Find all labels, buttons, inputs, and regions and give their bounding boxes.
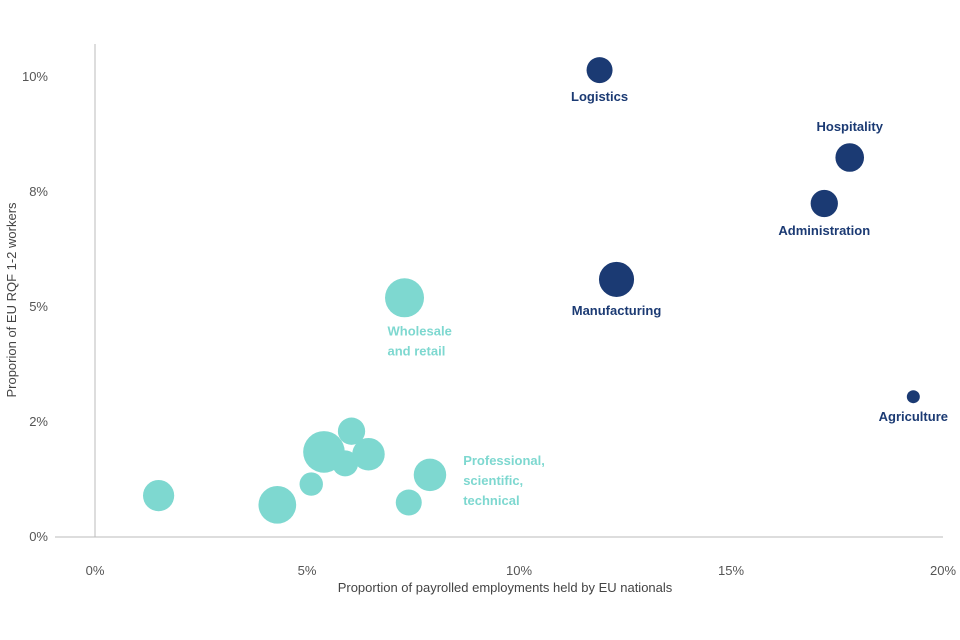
- label-administration: Administration: [778, 223, 870, 238]
- x-axis-title: Proportion of payrolled employments held…: [338, 580, 673, 595]
- bubble-sector-b: [258, 485, 297, 524]
- label-professional-scientific-technical: technical: [463, 493, 519, 508]
- x-tick-label: 15%: [718, 563, 744, 578]
- bubble-agriculture: [906, 390, 920, 404]
- y-tick-label: 2%: [29, 414, 48, 429]
- y-tick-label: 10%: [22, 69, 48, 84]
- bubble-administration: [810, 189, 838, 218]
- bubble-manufacturing: [598, 261, 635, 297]
- y-tick-label: 5%: [29, 299, 48, 314]
- y-axis-title: Proporion of EU RQF 1-2 workers: [4, 202, 19, 398]
- label-wholesale-and-retail: Wholesale: [388, 323, 452, 338]
- label-hospitality: Hospitality: [816, 119, 883, 134]
- bubble-logistics: [586, 57, 613, 84]
- label-wholesale-and-retail: and retail: [388, 343, 446, 358]
- x-tick-label: 20%: [930, 563, 956, 578]
- x-tick-label: 5%: [298, 563, 317, 578]
- bubble-professional-scientific-technical: [413, 458, 447, 492]
- label-manufacturing: Manufacturing: [572, 303, 662, 318]
- bubble-hospitality: [835, 143, 865, 172]
- bubble-sector-c: [299, 472, 323, 496]
- y-tick-label: 8%: [29, 184, 48, 199]
- label-agriculture: Agriculture: [879, 409, 948, 424]
- bubble-sector-a: [143, 480, 175, 512]
- label-professional-scientific-technical: Professional,: [463, 453, 545, 468]
- bubble-sector-e: [332, 450, 359, 477]
- bubble-sector-h: [395, 489, 422, 516]
- y-tick-label: 0%: [29, 529, 48, 544]
- bubble-wholesale-and-retail: [385, 278, 425, 318]
- x-tick-label: 0%: [86, 563, 105, 578]
- bubble-sector-g: [352, 437, 385, 471]
- bubble-sector-f: [337, 417, 366, 445]
- label-logistics: Logistics: [571, 89, 628, 104]
- label-professional-scientific-technical: scientific,: [463, 473, 523, 488]
- x-tick-label: 10%: [506, 563, 532, 578]
